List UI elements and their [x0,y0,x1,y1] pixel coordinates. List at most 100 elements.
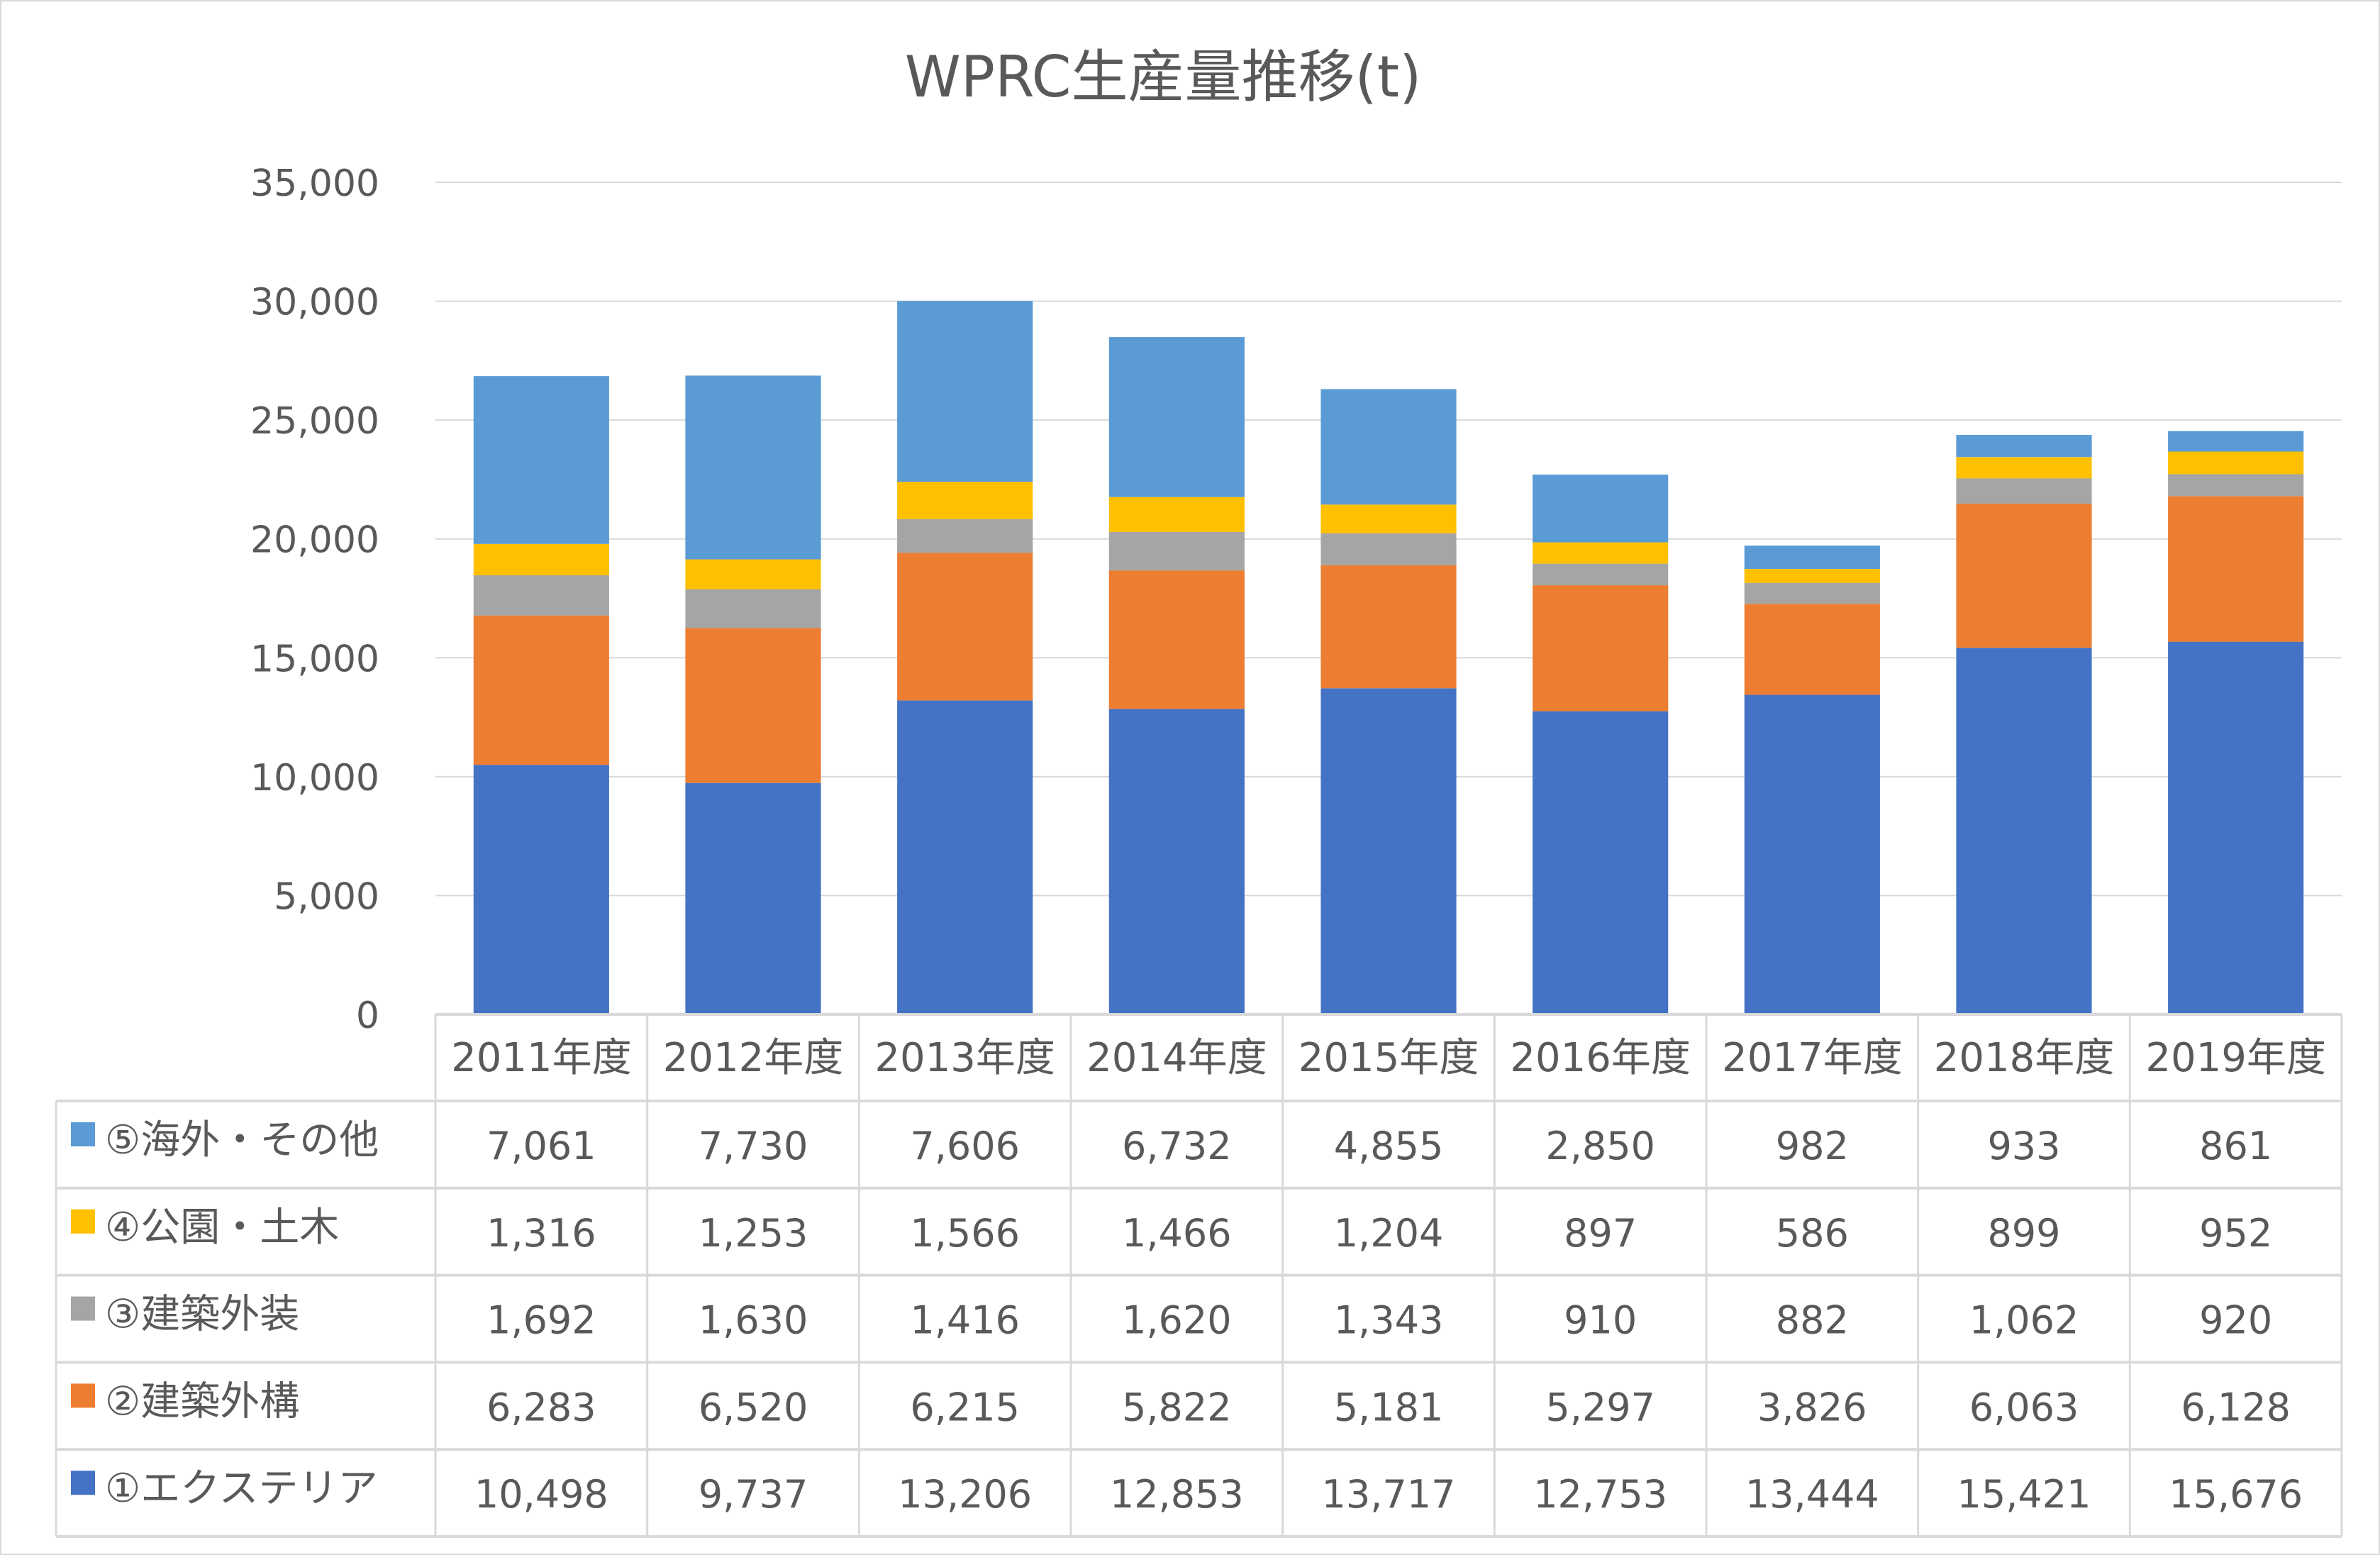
legend-label: ①エクステリア [105,1466,378,1512]
data-table-cell: 6,732 [1122,1124,1232,1168]
bar-segment [1744,569,1880,583]
data-table-cell: 2,850 [1545,1124,1655,1168]
data-table-cell: 15,676 [2169,1472,2303,1517]
bar-segment [1320,565,1457,689]
category-label: 2018年度 [1934,1035,2115,1081]
y-tick-label: 30,000 [250,282,379,324]
bar-segment [1956,478,2092,504]
bar-segment [685,375,821,560]
y-tick-label: 20,000 [250,519,379,562]
bar-segment [1533,542,1669,564]
data-table-cell: 6,520 [699,1385,808,1429]
data-table-cell: 6,283 [486,1385,596,1429]
bar-segment [1533,585,1669,712]
bar-segment [1320,389,1457,505]
bar-segment [1533,563,1669,586]
bar-segment [897,519,1033,553]
data-table-cell: 897 [1564,1211,1637,1256]
data-table-cell: 7,730 [699,1124,808,1168]
category-label: 2016年度 [1510,1035,1691,1081]
legend-key [71,1383,95,1408]
legend-label: ④公園・土木 [105,1205,339,1251]
data-table-cell: 3,826 [1757,1385,1867,1429]
category-label: 2017年度 [1722,1035,1903,1081]
legend-label: ②建築外構 [105,1378,299,1424]
bar-segment [1108,709,1245,1014]
category-label: 2011年度 [451,1035,632,1081]
y-tick-label: 15,000 [250,638,379,680]
data-table-cell: 1,416 [910,1298,1020,1343]
category-label: 2019年度 [2145,1035,2326,1081]
category-label: 2014年度 [1086,1035,1267,1081]
data-table-cell: 13,206 [898,1472,1032,1517]
data-table-cell: 13,444 [1745,1472,1879,1517]
bar-segment [1320,533,1457,565]
y-tick-label: 0 [356,995,379,1037]
bar-segment [897,301,1033,482]
data-table-cell: 6,215 [910,1385,1020,1429]
data-table-cell: 899 [1987,1211,2060,1256]
bar-segment [1956,648,2092,1014]
data-table-cell: 1,253 [699,1211,808,1256]
bar-segment [2168,451,2304,475]
data-table-cell: 12,853 [1110,1472,1244,1517]
data-table-cell: 12,753 [1533,1472,1667,1517]
bar-segment [473,376,609,544]
data-table-cell: 5,822 [1122,1385,1232,1429]
data-table-cell: 1,466 [1122,1211,1232,1256]
data-table-cell: 1,620 [1122,1298,1232,1343]
bar-segment [473,575,609,616]
y-tick-label: 35,000 [250,162,379,205]
bar-segment [473,765,609,1014]
data-table-cell: 1,692 [486,1298,596,1343]
bar-segment [685,559,821,590]
data-table-cell: 9,737 [699,1472,808,1517]
data-table-cell: 7,606 [910,1124,1020,1168]
category-label: 2013年度 [874,1035,1055,1081]
data-table-cell: 7,061 [486,1124,596,1168]
bar-segment [1956,457,2092,479]
bar-segment [2168,431,2304,452]
y-tick-label: 5,000 [274,875,379,918]
data-table-cell: 586 [1776,1211,1849,1256]
category-label: 2012年度 [663,1035,844,1081]
bar-segment [1744,604,1880,695]
bar-segment [1108,497,1245,532]
data-table-cell: 933 [1987,1124,2060,1168]
bar-segment [1956,434,2092,458]
y-tick-label: 10,000 [250,757,379,799]
data-table-cell: 882 [1776,1298,1849,1343]
bar-segment [2168,641,2304,1014]
data-table: 2011年度 2012年度 2013年度 2014年度 2015年度 2016年度 2017… [55,1013,2343,1538]
bar-segment [897,700,1033,1014]
y-axis: 0 5,000 10,000 15,000 20,000 25,000 30,000 35,0… [250,162,379,1037]
data-table-cell: 4,855 [1334,1124,1444,1168]
bar-segment [685,782,821,1014]
data-table-cell: 861 [2199,1124,2272,1168]
bar-segment [1320,504,1457,533]
data-table-cell: 13,717 [1322,1472,1456,1517]
bar-segment [685,628,821,783]
bar-segment [1744,546,1880,570]
data-table-cell: 1,204 [1334,1211,1444,1256]
bar-segment [897,553,1033,701]
bars [473,301,2304,1014]
y-tick-label: 25,000 [250,400,379,443]
bar-segment [1956,503,2092,648]
legend-label: ⑤海外・その他 [105,1117,379,1163]
bar-segment [1108,531,1245,571]
legend-key [71,1471,95,1495]
data-table-cell: 5,181 [1334,1385,1444,1429]
legend-key [71,1122,95,1146]
data-table-cell: 1,630 [699,1298,808,1343]
data-table-cell: 6,063 [1969,1385,2079,1429]
bar-segment [897,482,1033,519]
bar-segment [1533,711,1669,1014]
chart-title: WPRC生産量推移(t) [905,44,1422,110]
data-table-cell: 5,297 [1545,1385,1655,1429]
bar-segment [1320,688,1457,1014]
bar-segment [2168,496,2304,642]
category-label: 2015年度 [1299,1035,1479,1081]
